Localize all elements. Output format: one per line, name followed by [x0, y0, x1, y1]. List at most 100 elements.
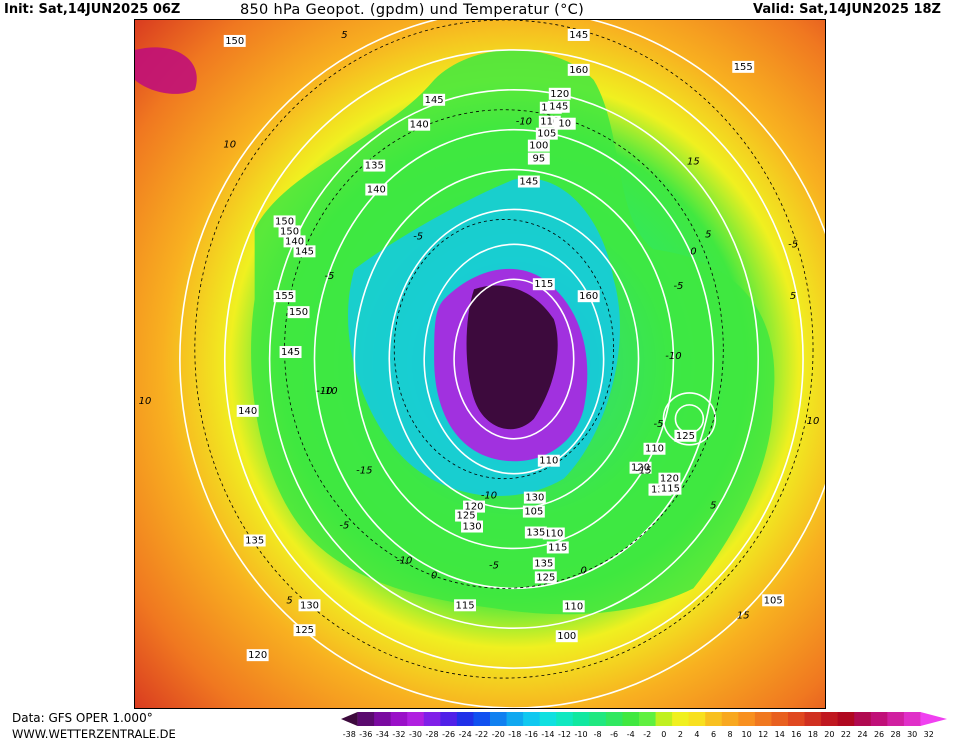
colorbar-swatch — [556, 712, 574, 726]
website: WWW.WETTERZENTRALE.DE — [12, 727, 176, 741]
geopotential-label: 135 — [363, 159, 386, 172]
colorbar-swatch — [473, 712, 491, 726]
geopotential-label: 95 — [527, 152, 550, 165]
geopotential-label: 150 — [287, 306, 310, 318]
svg-text:155: 155 — [275, 291, 294, 302]
colorbar-tick-label: -34 — [376, 730, 389, 739]
svg-text:100: 100 — [557, 631, 576, 642]
colorbar-tick-label: 32 — [924, 730, 934, 739]
temperature-label: -10 — [316, 386, 332, 397]
svg-text:140: 140 — [238, 406, 257, 417]
geopotential-label: 105 — [762, 594, 785, 606]
geopotential-label: 145 — [293, 245, 316, 257]
colorbar-tick-label: -6 — [610, 730, 618, 739]
svg-text:155: 155 — [734, 62, 753, 73]
geopotential-label: 145 — [567, 28, 590, 41]
svg-text:125: 125 — [457, 511, 476, 522]
colorbar-swatch — [456, 712, 474, 726]
geopotential-label: 115 — [532, 278, 555, 290]
geopotential-label: 140 — [236, 404, 259, 417]
svg-text:125: 125 — [676, 431, 695, 442]
temperature-label: -10 — [516, 117, 532, 128]
geopotential-label: 125 — [293, 624, 316, 636]
svg-text:130: 130 — [463, 522, 482, 533]
colorbar-swatch — [870, 712, 888, 726]
colorbar-tick-label: 26 — [874, 730, 884, 739]
svg-text:160: 160 — [569, 65, 588, 76]
geopotential-label: 135 — [524, 526, 547, 539]
geopotential-label: 115 — [659, 482, 682, 495]
svg-text:135: 135 — [245, 535, 264, 546]
geopotential-label: 145 — [279, 346, 302, 358]
colorbar-tick-label: -32 — [392, 730, 405, 739]
geopotential-label: 125 — [674, 429, 697, 442]
colorbar-swatch — [738, 712, 756, 726]
temperature-label: -10 — [396, 555, 412, 566]
colorbar-tick-label: 0 — [661, 730, 666, 739]
colorbar-swatch — [407, 712, 425, 726]
colorbar-tick-label: -14 — [541, 730, 554, 739]
geopotential-label: 135 — [243, 534, 266, 546]
colorbar-tick-label: -12 — [558, 730, 571, 739]
geopotential-label: 110 — [537, 454, 560, 467]
colorbar-tick-label: 28 — [891, 730, 901, 739]
colorbar-swatch — [771, 712, 789, 726]
geopotential-label: 135 — [532, 557, 555, 569]
svg-text:105: 105 — [764, 595, 783, 606]
colorbar-tick-label: 18 — [808, 730, 818, 739]
colorbar-swatch — [688, 712, 706, 726]
svg-text:135: 135 — [365, 161, 384, 172]
geopotential-label: 155 — [732, 60, 755, 73]
geopotential-label: 120 — [246, 649, 269, 661]
svg-text:160: 160 — [579, 291, 598, 302]
weather-map: 1501451601551451401351201151101051009514… — [134, 19, 826, 709]
geopotential-label: 110 — [542, 527, 565, 539]
temperature-colorbar: -38 -36 -34 -32 -30 -28 -26 -24 -22 -20 -18 -16 -14-… — [341, 712, 947, 739]
chart-title: 850 hPa Geopot. (gpdm) und Temperatur (°… — [240, 2, 585, 18]
geopotential-label: 125 — [455, 509, 478, 522]
valid-time: Valid: Sat,14JUN2025 18Z — [753, 2, 941, 17]
colorbar-tick-label: 24 — [857, 730, 867, 739]
colorbar-swatch — [920, 712, 947, 726]
geopotential-label: 145 — [547, 100, 570, 113]
svg-text:120: 120 — [248, 650, 267, 661]
temperature-label: -10 — [665, 351, 681, 362]
geopotential-label: 125 — [534, 571, 557, 583]
colorbar-tick-label: 2 — [678, 730, 683, 739]
svg-text:130: 130 — [300, 600, 319, 611]
temperature-label: 15 — [687, 157, 700, 168]
geopotential-label: 120 — [548, 87, 571, 100]
colorbar-tick-label: -30 — [409, 730, 422, 739]
svg-text:125: 125 — [536, 572, 555, 583]
colorbar-swatch — [903, 712, 921, 726]
geopotential-label: 160 — [567, 63, 590, 76]
colorbar-tick-label: 8 — [728, 730, 733, 739]
svg-text:95: 95 — [532, 154, 545, 165]
colorbar-tick-label: 22 — [841, 730, 851, 739]
colorbar-swatch — [655, 712, 673, 726]
geopotential-label: 115 — [454, 599, 477, 611]
temperature-label: 10 — [807, 416, 820, 427]
geopotential-label: 150 — [273, 215, 296, 227]
svg-text:110: 110 — [564, 601, 583, 612]
colorbar-tick-label: 12 — [758, 730, 768, 739]
geopotential-label: 130 — [461, 520, 483, 533]
colorbar-tick-label: -24 — [459, 730, 472, 739]
colorbar-swatch — [589, 712, 607, 726]
svg-text:110: 110 — [544, 528, 563, 539]
colorbar-swatch — [754, 712, 772, 726]
colorbar-swatch — [788, 712, 806, 726]
geopotential-label: 160 — [577, 290, 600, 302]
colorbar-swatch — [705, 712, 723, 726]
temperature-label: -5 — [339, 521, 349, 532]
svg-text:120: 120 — [465, 502, 484, 513]
svg-text:120: 120 — [631, 463, 650, 474]
svg-text:140: 140 — [410, 120, 429, 131]
svg-text:145: 145 — [281, 347, 300, 358]
svg-text:105: 105 — [537, 129, 556, 140]
svg-text:145: 145 — [519, 177, 538, 188]
geopotential-label: 110 — [643, 442, 666, 455]
temperature-label: -15 — [635, 466, 651, 477]
svg-text:140: 140 — [285, 236, 304, 247]
colorbar-tick-label: 10 — [742, 730, 752, 739]
